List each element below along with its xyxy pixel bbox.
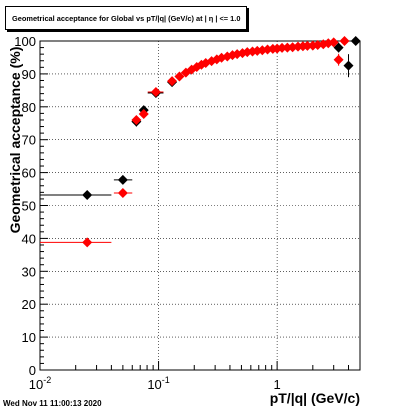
data-marks bbox=[40, 36, 361, 248]
data-point bbox=[82, 189, 93, 200]
grid-lines bbox=[40, 41, 360, 370]
data-point bbox=[302, 40, 313, 51]
data-point bbox=[138, 109, 149, 120]
data-point bbox=[343, 60, 354, 71]
timestamp: Wed Nov 11 11:00:13 2020 bbox=[3, 399, 102, 408]
data-point bbox=[150, 86, 161, 97]
axis-ticks: 0 10 20 30 40 50 60 70 80 90 100 10-2 10-1 1 bbox=[14, 34, 361, 392]
y-tick-label: 0 bbox=[29, 363, 36, 378]
data-point bbox=[328, 37, 339, 48]
y-tick-label: 10 bbox=[22, 330, 36, 345]
data-point bbox=[333, 42, 344, 53]
x-tick-label: 10-2 bbox=[29, 375, 51, 392]
data-point bbox=[174, 71, 185, 82]
data-point bbox=[339, 36, 350, 46]
y-tick-label: 80 bbox=[22, 100, 36, 115]
data-point bbox=[131, 114, 142, 125]
chart-title: Geometrical acceptance for Global vs pT/… bbox=[5, 6, 248, 30]
data-point bbox=[350, 36, 361, 46]
data-point bbox=[82, 237, 93, 248]
y-tick-label: 90 bbox=[22, 67, 36, 82]
y-tick-label: 70 bbox=[22, 133, 36, 148]
data-point bbox=[117, 187, 128, 198]
y-tick-label: 60 bbox=[22, 166, 36, 181]
y-tick-label: 50 bbox=[22, 199, 36, 214]
x-axis-label: pT/|q| (GeV/c) bbox=[270, 390, 360, 406]
x-tick-label: 1 bbox=[274, 377, 281, 392]
y-tick-label: 100 bbox=[14, 34, 36, 49]
series-2 bbox=[40, 36, 350, 248]
data-point bbox=[191, 61, 202, 72]
y-tick-label: 20 bbox=[22, 297, 36, 312]
y-tick-label: 30 bbox=[22, 264, 36, 279]
data-point bbox=[117, 174, 128, 185]
data-point bbox=[167, 76, 178, 87]
y-axis-label: Geometrical acceptance (%) bbox=[7, 47, 23, 234]
y-tick-label: 40 bbox=[22, 231, 36, 246]
series-1 bbox=[40, 36, 361, 200]
data-point bbox=[277, 42, 288, 53]
data-point bbox=[196, 59, 207, 70]
data-point bbox=[333, 54, 344, 65]
chart-title-text: Geometrical acceptance for Global vs pT/… bbox=[12, 13, 241, 23]
x-tick-label: 10-1 bbox=[147, 375, 169, 392]
